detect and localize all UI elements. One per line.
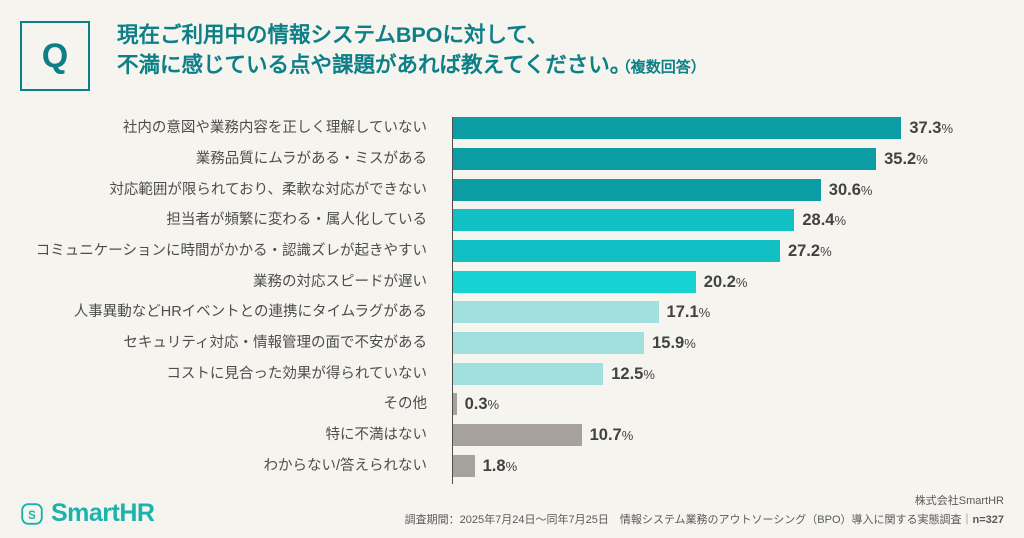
svg-text:S: S (28, 509, 36, 521)
